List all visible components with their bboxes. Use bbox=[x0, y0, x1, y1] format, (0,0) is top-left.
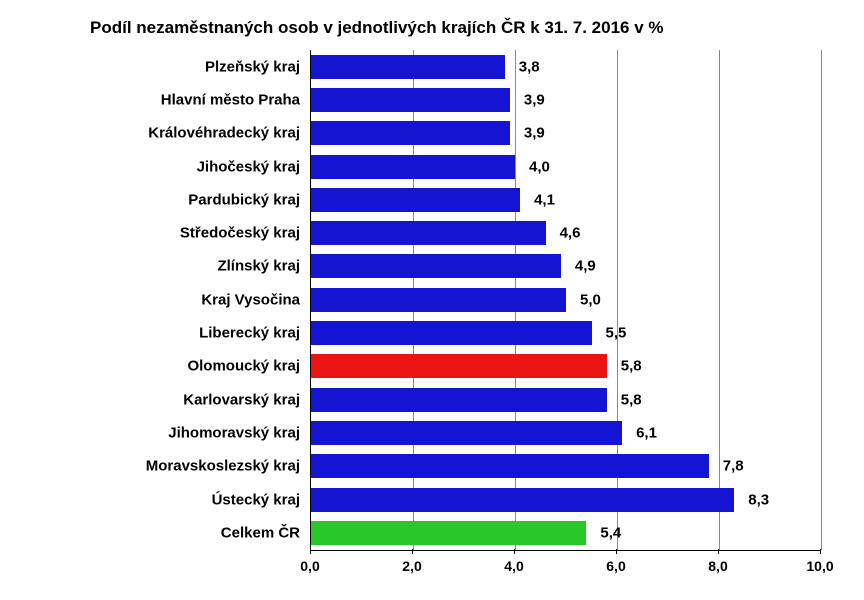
bar-category-label: Pardubický kraj bbox=[0, 191, 300, 208]
bar-category-label: Liberecký kraj bbox=[0, 325, 300, 342]
gridline bbox=[821, 50, 822, 550]
x-tick-label: 6,0 bbox=[606, 558, 625, 574]
bar-category-label: Olomoucký kraj bbox=[0, 358, 300, 375]
bar-value-label: 4,6 bbox=[560, 225, 581, 242]
bar-category-label: Ústecký kraj bbox=[0, 491, 300, 508]
x-tick-label: 0,0 bbox=[300, 558, 319, 574]
bar-category-label: Celkem ČR bbox=[0, 524, 300, 541]
bar-value-label: 4,0 bbox=[529, 158, 550, 175]
bar bbox=[311, 254, 561, 278]
x-axis: 0,02,04,06,08,010,0 bbox=[310, 550, 820, 580]
bar-value-label: 5,5 bbox=[606, 325, 627, 342]
bar-category-label: Jihočeský kraj bbox=[0, 158, 300, 175]
bar-category-label: Karlovarský kraj bbox=[0, 391, 300, 408]
bar bbox=[311, 321, 592, 345]
bar bbox=[311, 521, 586, 545]
bar-value-label: 3,8 bbox=[519, 58, 540, 75]
chart-title: Podíl nezaměstnaných osob v jednotlivých… bbox=[90, 18, 664, 38]
bar-value-label: 6,1 bbox=[636, 424, 657, 441]
bar bbox=[311, 388, 607, 412]
bar-category-label: Hlavní město Praha bbox=[0, 91, 300, 108]
bar bbox=[311, 88, 510, 112]
bar-value-label: 4,1 bbox=[534, 191, 555, 208]
bar-value-label: 5,8 bbox=[621, 391, 642, 408]
bar bbox=[311, 454, 709, 478]
bar-category-label: Zlínský kraj bbox=[0, 258, 300, 275]
bar-value-label: 3,9 bbox=[524, 125, 545, 142]
x-tick-label: 10,0 bbox=[806, 558, 833, 574]
plot-area: 3,8 3,9 3,9 4,0 4,1 4,6 4,9 5,0 5,5 5,8 5,8 6,1 7,88… bbox=[310, 50, 821, 551]
x-tick-mark bbox=[820, 549, 821, 554]
bar-value-label: 5,0 bbox=[580, 291, 601, 308]
x-tick-mark bbox=[310, 549, 311, 554]
x-tick-mark bbox=[616, 549, 617, 554]
bar-category-label: Jihomoravský kraj bbox=[0, 424, 300, 441]
x-tick-mark bbox=[514, 549, 515, 554]
bar-value-label: 3,9 bbox=[524, 91, 545, 108]
gridline bbox=[719, 50, 720, 550]
bar-category-label: Královéhradecký kraj bbox=[0, 125, 300, 142]
bar-category-label: Moravskoslezský kraj bbox=[0, 458, 300, 475]
bar bbox=[311, 155, 515, 179]
bar-value-label: 8,3 bbox=[748, 491, 769, 508]
bar bbox=[311, 121, 510, 145]
bar bbox=[311, 421, 622, 445]
chart-container: Podíl nezaměstnaných osob v jednotlivých… bbox=[0, 0, 864, 600]
x-tick-label: 8,0 bbox=[708, 558, 727, 574]
x-tick-mark bbox=[412, 549, 413, 554]
bar bbox=[311, 221, 546, 245]
bar-value-label: 5,8 bbox=[621, 358, 642, 375]
bar-category-label: Plzeňský kraj bbox=[0, 58, 300, 75]
bar-value-label: 4,9 bbox=[575, 258, 596, 275]
bar-category-label: Středočeský kraj bbox=[0, 225, 300, 242]
bar-value-label: 7,8 bbox=[723, 458, 744, 475]
bar bbox=[311, 55, 505, 79]
x-tick-mark bbox=[718, 549, 719, 554]
x-tick-label: 4,0 bbox=[504, 558, 523, 574]
bar bbox=[311, 188, 520, 212]
bar bbox=[311, 488, 734, 512]
bar bbox=[311, 288, 566, 312]
bar-category-label: Kraj Vysočina bbox=[0, 291, 300, 308]
x-tick-label: 2,0 bbox=[402, 558, 421, 574]
bar-value-label: 5,4 bbox=[600, 524, 621, 541]
bar bbox=[311, 354, 607, 378]
